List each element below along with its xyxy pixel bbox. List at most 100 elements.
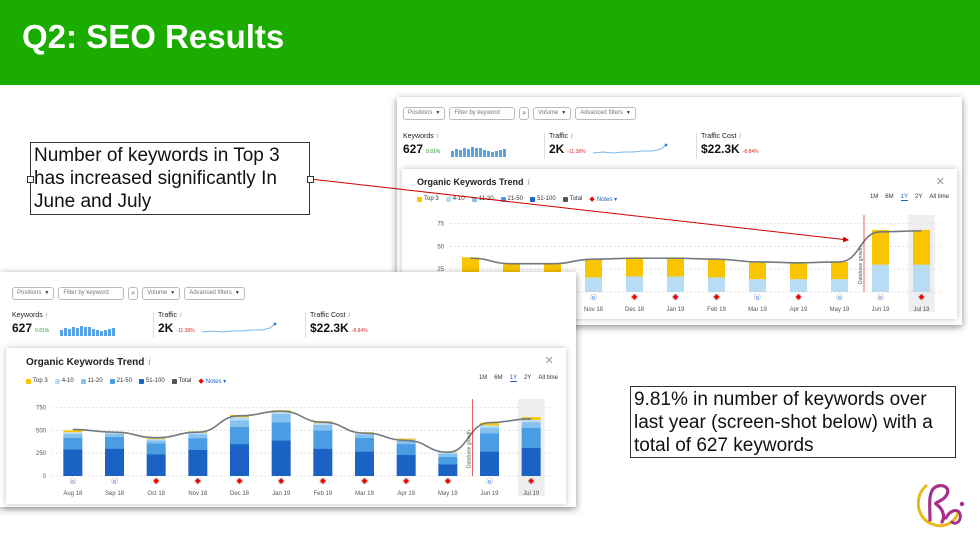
- bar-11-20[interactable]: [396, 440, 416, 445]
- bar-4-10[interactable]: [749, 279, 766, 292]
- bar-51-100[interactable]: [480, 451, 499, 476]
- legend-item-4-10[interactable]: 4-10: [54, 378, 74, 384]
- range-1y[interactable]: 1Y: [509, 375, 517, 382]
- search-icon[interactable]: ⌕: [128, 287, 139, 300]
- bar-51-100[interactable]: [355, 451, 374, 476]
- bar-21-50[interactable]: [105, 436, 124, 449]
- legend-item-11-20[interactable]: 11-20: [80, 378, 103, 384]
- bar-51-100[interactable]: [313, 448, 333, 476]
- range-6m[interactable]: 6M: [885, 194, 894, 200]
- bar-21-50[interactable]: [396, 444, 416, 456]
- bar-top-3[interactable]: [396, 438, 416, 440]
- bar-21-50[interactable]: [438, 456, 458, 465]
- bar-4-10[interactable]: [188, 432, 208, 435]
- google-update-icon[interactable]: [590, 293, 597, 301]
- legend-item-total[interactable]: Total: [171, 378, 191, 384]
- bar-4-10[interactable]: [480, 425, 499, 428]
- bar-51-100[interactable]: [188, 449, 208, 476]
- bar-51-100[interactable]: [105, 448, 124, 476]
- google-update-icon[interactable]: [111, 477, 118, 485]
- keyword-filter-input[interactable]: Filter by keyword: [449, 107, 516, 120]
- bar-top-3[interactable]: [462, 257, 479, 277]
- positions-dropdown[interactable]: Positions ▼: [12, 287, 55, 300]
- bar-4-10[interactable]: [831, 279, 848, 292]
- bar-4-10[interactable]: [146, 439, 166, 441]
- bar-4-10[interactable]: [230, 417, 249, 421]
- note-marker[interactable]: [713, 294, 720, 300]
- close-icon[interactable]: ✕: [544, 354, 554, 367]
- bar-11-20[interactable]: [480, 427, 499, 434]
- bar-21-50[interactable]: [63, 437, 83, 450]
- bar-top-3[interactable]: [790, 262, 807, 280]
- search-icon[interactable]: ⌕: [519, 107, 530, 120]
- google-update-icon[interactable]: [754, 293, 761, 301]
- bar-4-10[interactable]: [271, 412, 291, 414]
- bar-top-3[interactable]: [913, 229, 930, 265]
- note-marker[interactable]: [153, 478, 159, 484]
- note-marker[interactable]: [195, 478, 201, 484]
- bar-4-10[interactable]: [105, 432, 124, 435]
- note-marker[interactable]: [361, 478, 368, 484]
- range-6m[interactable]: 6M: [494, 375, 503, 381]
- legend-item-51-100[interactable]: 51-100: [138, 378, 165, 384]
- range-2y[interactable]: 2Y: [523, 375, 532, 381]
- bar-top-3[interactable]: [749, 261, 766, 280]
- bar-4-10[interactable]: [585, 277, 602, 292]
- bar-top-3[interactable]: [480, 422, 499, 426]
- google-update-icon[interactable]: [69, 477, 77, 485]
- note-marker[interactable]: [320, 478, 326, 484]
- bar-51-100[interactable]: [521, 447, 541, 476]
- bar-21-50[interactable]: [188, 438, 208, 450]
- bar-51-100[interactable]: [438, 464, 458, 476]
- volume-dropdown[interactable]: Volume ▼: [533, 107, 572, 120]
- bar-11-20[interactable]: [438, 453, 458, 457]
- note-marker[interactable]: [278, 478, 284, 484]
- bar-top-3[interactable]: [585, 259, 602, 278]
- google-update-icon[interactable]: [877, 293, 884, 301]
- bar-4-10[interactable]: [63, 432, 83, 435]
- google-update-icon[interactable]: [836, 293, 843, 301]
- bar-11-20[interactable]: [146, 440, 166, 444]
- positions-dropdown[interactable]: Positions ▼: [403, 107, 446, 120]
- bar-11-20[interactable]: [63, 434, 83, 438]
- bar-51-100[interactable]: [271, 440, 291, 476]
- legend-item-4-10[interactable]: 4-10: [445, 196, 465, 202]
- bar-21-50[interactable]: [313, 430, 333, 449]
- legend-item-top-3[interactable]: Top 3: [26, 378, 48, 384]
- bar-21-50[interactable]: [480, 433, 499, 452]
- advanced-filters-dropdown[interactable]: Advanced filters ▼: [184, 287, 245, 300]
- range-all-time[interactable]: All time: [538, 375, 558, 381]
- legend-item-21-50[interactable]: 21-50: [500, 196, 523, 202]
- range-all-time[interactable]: All time: [929, 194, 949, 200]
- google-update-icon[interactable]: [486, 477, 493, 485]
- bar-21-50[interactable]: [521, 427, 541, 448]
- bar-11-20[interactable]: [105, 434, 124, 437]
- advanced-filters-dropdown[interactable]: Advanced filters ▼: [575, 107, 636, 120]
- keyword-filter-input[interactable]: Filter by keyword: [58, 287, 125, 300]
- bar-4-10[interactable]: [913, 264, 930, 292]
- note-marker[interactable]: [445, 478, 451, 484]
- bar-top-3[interactable]: [626, 257, 643, 277]
- bar-11-20[interactable]: [355, 434, 374, 438]
- bar-top-3[interactable]: [831, 261, 848, 280]
- bar-21-50[interactable]: [146, 443, 166, 455]
- bar-11-20[interactable]: [313, 424, 333, 431]
- note-marker[interactable]: [631, 294, 638, 300]
- bar-21-50[interactable]: [355, 437, 374, 452]
- range-1y[interactable]: 1Y: [900, 194, 908, 201]
- bar-top-3[interactable]: [667, 257, 684, 277]
- bar-top-3[interactable]: [708, 259, 725, 278]
- note-marker[interactable]: [918, 294, 925, 300]
- bar-51-100[interactable]: [146, 454, 166, 476]
- close-icon[interactable]: ✕: [935, 175, 945, 188]
- bar-4-10[interactable]: [790, 279, 807, 292]
- legend-item-51-100[interactable]: 51-100: [529, 196, 556, 202]
- bar-11-20[interactable]: [188, 434, 208, 439]
- bar-4-10[interactable]: [521, 419, 541, 423]
- bar-51-100[interactable]: [396, 455, 416, 476]
- note-marker[interactable]: [672, 294, 679, 300]
- bar-top-3[interactable]: [63, 430, 83, 433]
- legend-item-21-50[interactable]: 21-50: [109, 378, 132, 384]
- note-marker[interactable]: [528, 478, 534, 484]
- bar-51-100[interactable]: [230, 444, 249, 476]
